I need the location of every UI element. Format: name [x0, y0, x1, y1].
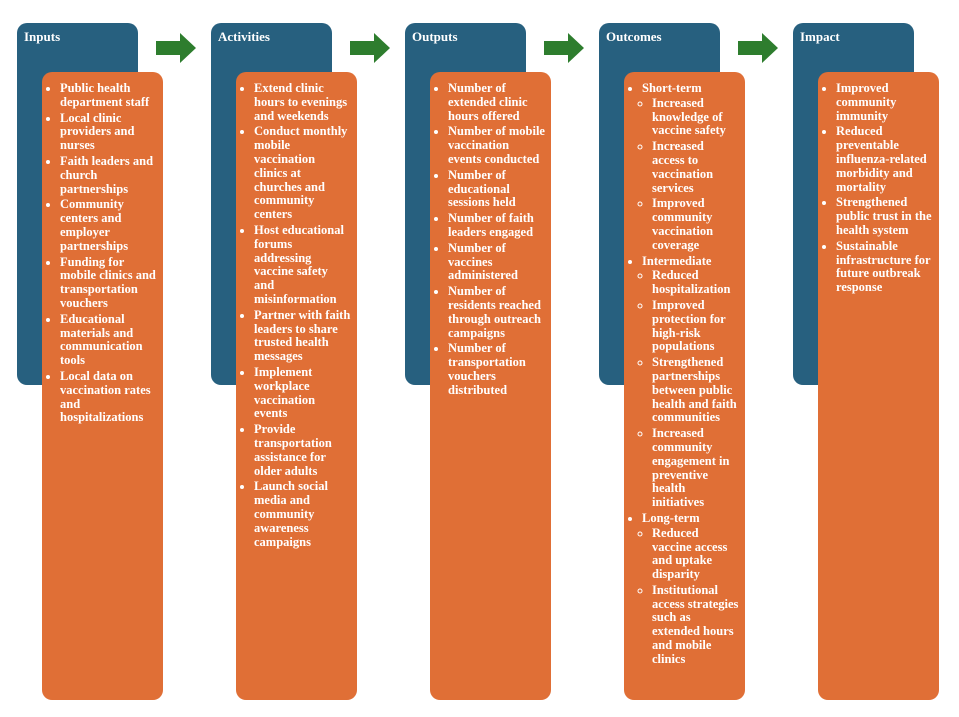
item: Number of transportation vouchers distri…: [448, 341, 545, 397]
sub-list: Increased knowledge of vaccine safetyInc…: [642, 96, 739, 253]
arrow: [156, 33, 196, 63]
item: Reduced hospitalization: [652, 269, 739, 297]
item: Extend clinic hours to evenings and week…: [254, 81, 351, 123]
item-list: Improved community immunityReduced preve…: [824, 81, 933, 295]
item: Provide transportation assistance for ol…: [254, 422, 351, 478]
column-title: Impact: [800, 29, 840, 44]
sub-list: Reduced vaccine access and uptake dispar…: [642, 526, 739, 667]
group: Short-termIncreased knowledge of vaccine…: [642, 81, 739, 253]
column-title: Outputs: [412, 29, 458, 44]
item: Sustainable infrastructure for future ou…: [836, 239, 933, 295]
item: Number of vaccines administered: [448, 241, 545, 283]
arrow-shape: [156, 33, 196, 63]
item: Faith leaders and church partnerships: [60, 154, 157, 196]
group-heading: Short-term: [642, 81, 702, 95]
column-body: Extend clinic hours to evenings and week…: [236, 72, 357, 700]
item: Conduct monthly mobile vaccination clini…: [254, 125, 351, 222]
group-heading: Long-term: [642, 510, 700, 525]
item: Strengthened public trust in the health …: [836, 195, 933, 237]
arrow: [544, 33, 584, 63]
column-title: Inputs: [24, 29, 61, 44]
item: Reduced preventable influenza-related mo…: [836, 124, 933, 194]
item-list: Number of extended clinic hours offeredN…: [436, 81, 545, 398]
arrow: [350, 33, 390, 63]
item: Increased knowledge of vaccine safety: [652, 96, 739, 138]
item: Number of faith leaders engaged: [448, 211, 545, 240]
arrow-shape: [738, 33, 778, 63]
item: Community centers and employer partnersh…: [60, 197, 157, 253]
column-body: Number of extended clinic hours offeredN…: [430, 72, 551, 700]
arrow: [738, 33, 778, 63]
item-list: Public health department staffLocal clin…: [48, 81, 157, 425]
arrow-shape: [350, 33, 390, 63]
item-list: Extend clinic hours to evenings and week…: [242, 81, 351, 549]
column-title: Activities: [218, 29, 270, 44]
item-list: Short-termIncreased knowledge of vaccine…: [630, 81, 739, 667]
item: Strengthened partnerships between public…: [652, 355, 739, 425]
item: Local data on vaccination rates and hosp…: [60, 369, 157, 425]
group-heading: Intermediate: [642, 253, 712, 268]
item: Partner with faith leaders to share trus…: [254, 308, 351, 364]
column-body: Improved community immunityReduced preve…: [818, 72, 939, 700]
item: Public health department staff: [60, 81, 157, 110]
column-title: Outcomes: [606, 29, 662, 44]
item: Host educational forums addressing vacci…: [254, 223, 351, 307]
group: IntermediateReduced hospitalizationImpro…: [642, 253, 739, 510]
item: Improved protection for high-risk popula…: [652, 298, 739, 354]
arrow-shape: [544, 33, 584, 63]
item: Improved community immunity: [836, 81, 933, 123]
item: Number of mobile vaccination events cond…: [448, 124, 545, 166]
sub-list: Reduced hospitalizationImproved protecti…: [642, 269, 739, 510]
column-body: Public health department staffLocal clin…: [42, 72, 163, 700]
group: Long-termReduced vaccine access and upta…: [642, 510, 739, 667]
item: Increased access to vaccination services: [652, 139, 739, 195]
item: Educational materials and communication …: [60, 312, 157, 368]
item: Number of extended clinic hours offered: [448, 81, 545, 123]
item: Increased community engagement in preven…: [652, 426, 739, 510]
item: Number of residents reached through outr…: [448, 284, 545, 340]
item: Reduced vaccine access and uptake dispar…: [652, 526, 739, 582]
item: Launch social media and community awaren…: [254, 479, 351, 549]
item: Improved community vaccination coverage: [652, 196, 739, 252]
item: Institutional access strategies such as …: [652, 583, 739, 667]
item: Funding for mobile clinics and transport…: [60, 255, 157, 311]
column-body: Short-termIncreased knowledge of vaccine…: [624, 72, 745, 700]
item: Implement workplace vaccination events: [254, 365, 351, 421]
item: Number of educational sessions held: [448, 168, 545, 210]
item: Local clinic providers and nurses: [60, 111, 157, 153]
